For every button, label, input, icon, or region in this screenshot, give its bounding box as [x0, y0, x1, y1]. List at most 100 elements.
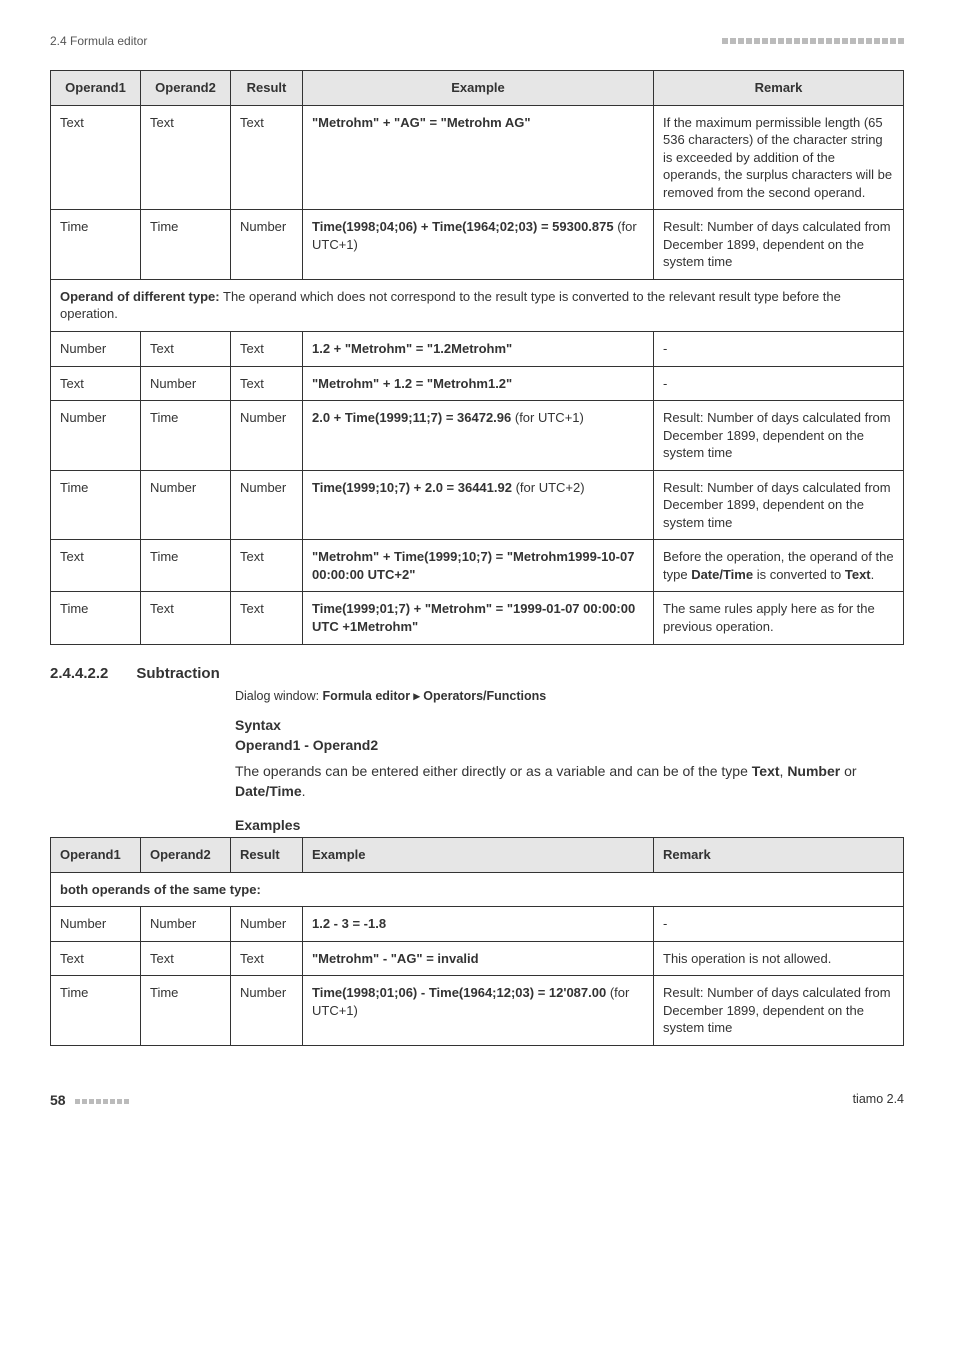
page-number: 58 — [50, 1092, 66, 1108]
cell-res: Number — [231, 907, 303, 942]
footer-dotrow — [75, 1099, 129, 1104]
table-row: TextTextText"Metrohm" + "AG" = "Metrohm … — [51, 105, 904, 210]
cell-remark: Before the operation, the operand of the… — [654, 540, 904, 592]
cell-op1: Time — [51, 470, 141, 540]
cell-op1: Time — [51, 592, 141, 644]
cell-res: Text — [231, 941, 303, 976]
operand-different-type-note: Operand of different type: The operand w… — [51, 279, 904, 331]
cell-res: Text — [231, 540, 303, 592]
footer-product: tiamo 2.4 — [853, 1092, 904, 1108]
operand-line: Operand1 - Operand2 — [235, 737, 904, 753]
col2-remark: Remark — [654, 838, 904, 873]
col-example: Example — [303, 71, 654, 106]
cell-op1: Text — [51, 540, 141, 592]
table-row: NumberTextText1.2 + "Metrohm" = "1.2Metr… — [51, 332, 904, 367]
dialog-bold: Formula editor ▸ Operators/Functions — [323, 689, 547, 703]
col2-result: Result — [231, 838, 303, 873]
cell-res: Text — [231, 332, 303, 367]
cell-res: Number — [231, 976, 303, 1046]
cell-op1: Number — [51, 907, 141, 942]
cell-res: Text — [231, 592, 303, 644]
footer-left: 58 — [50, 1092, 129, 1108]
col2-operand2: Operand2 — [141, 838, 231, 873]
cell-op1: Text — [51, 366, 141, 401]
cell-op2: Time — [141, 401, 231, 471]
cell-remark: - — [654, 366, 904, 401]
cell-res: Text — [231, 366, 303, 401]
table-row: TextNumberText"Metrohm" + 1.2 = "Metrohm… — [51, 366, 904, 401]
cell-op2: Time — [141, 540, 231, 592]
cell-remark: If the maximum permissible length (65 53… — [654, 105, 904, 210]
page-header: 2.4 Formula editor — [50, 34, 904, 48]
body-paragraph: The operands can be entered either direc… — [235, 761, 904, 802]
subtraction-tbody: NumberNumberNumber1.2 - 3 = -1.8-TextTex… — [51, 907, 904, 1046]
cell-example: "Metrohm" - "AG" = invalid — [303, 941, 654, 976]
col2-operand1: Operand1 — [51, 838, 141, 873]
cell-op2: Number — [141, 470, 231, 540]
cell-op2: Text — [141, 941, 231, 976]
table-row: TimeTextTextTime(1999;01;7) + "Metrohm" … — [51, 592, 904, 644]
table-row: TimeNumberNumberTime(1999;10;7) + 2.0 = … — [51, 470, 904, 540]
cell-res: Number — [231, 470, 303, 540]
col-operand2: Operand2 — [141, 71, 231, 106]
page-footer: 58 tiamo 2.4 — [50, 1092, 904, 1108]
cell-op2: Number — [141, 907, 231, 942]
table-row: TimeTimeNumberTime(1998;04;06) + Time(19… — [51, 210, 904, 280]
cell-res: Number — [231, 401, 303, 471]
cell-op1: Text — [51, 941, 141, 976]
cell-example: "Metrohm" + "AG" = "Metrohm AG" — [303, 105, 654, 210]
dialog-prefix: Dialog window: — [235, 689, 323, 703]
cell-op2: Time — [141, 976, 231, 1046]
addition-table: Operand1 Operand2 Result Example Remark … — [50, 70, 904, 645]
cell-remark: The same rules apply here as for the pre… — [654, 592, 904, 644]
cell-example: 1.2 - 3 = -1.8 — [303, 907, 654, 942]
cell-op2: Number — [141, 366, 231, 401]
cell-example: Time(1998;04;06) + Time(1964;02;03) = 59… — [303, 210, 654, 280]
both-operands-note: both operands of the same type: — [51, 872, 904, 907]
cell-example: Time(1999;10;7) + 2.0 = 36441.92 (for UT… — [303, 470, 654, 540]
table-row: TimeTimeNumberTime(1998;01;06) - Time(19… — [51, 976, 904, 1046]
cell-remark: Result: Number of days calculated from D… — [654, 401, 904, 471]
cell-example: 2.0 + Time(1999;11;7) = 36472.96 (for UT… — [303, 401, 654, 471]
cell-remark: This operation is not allowed. — [654, 941, 904, 976]
cell-res: Number — [231, 210, 303, 280]
cell-op2: Text — [141, 332, 231, 367]
cell-remark: Result: Number of days calculated from D… — [654, 210, 904, 280]
cell-remark: Result: Number of days calculated from D… — [654, 976, 904, 1046]
syntax-heading: Syntax — [235, 717, 904, 733]
cell-res: Text — [231, 105, 303, 210]
cell-example: "Metrohm" + Time(1999;10;7) = "Metrohm19… — [303, 540, 654, 592]
cell-remark: - — [654, 907, 904, 942]
table-row: TextTimeText"Metrohm" + Time(1999;10;7) … — [51, 540, 904, 592]
cell-op1: Number — [51, 401, 141, 471]
section-label: 2.4 Formula editor — [50, 34, 147, 48]
col-operand1: Operand1 — [51, 71, 141, 106]
cell-example: Time(1999;01;7) + "Metrohm" = "1999-01-0… — [303, 592, 654, 644]
cell-example: 1.2 + "Metrohm" = "1.2Metrohm" — [303, 332, 654, 367]
cell-example: "Metrohm" + 1.2 = "Metrohm1.2" — [303, 366, 654, 401]
cell-example: Time(1998;01;06) - Time(1964;12;03) = 12… — [303, 976, 654, 1046]
addition-tbody-1: TextTextText"Metrohm" + "AG" = "Metrohm … — [51, 105, 904, 279]
col-result: Result — [231, 71, 303, 106]
addition-tbody-2: NumberTextText1.2 + "Metrohm" = "1.2Metr… — [51, 332, 904, 645]
cell-op1: Time — [51, 210, 141, 280]
cell-op2: Time — [141, 210, 231, 280]
header-dotrow — [722, 38, 904, 44]
dialog-window-line: Dialog window: Formula editor ▸ Operator… — [235, 688, 904, 703]
examples-heading: Examples — [235, 817, 904, 833]
subtraction-table: Operand1 Operand2 Result Example Remark … — [50, 837, 904, 1046]
cell-op2: Text — [141, 105, 231, 210]
table-row: TextTextText"Metrohm" - "AG" = invalidTh… — [51, 941, 904, 976]
table-row: NumberNumberNumber1.2 - 3 = -1.8- — [51, 907, 904, 942]
cell-op1: Text — [51, 105, 141, 210]
cell-op1: Time — [51, 976, 141, 1046]
col-remark: Remark — [654, 71, 904, 106]
col2-example: Example — [303, 838, 654, 873]
section-number: 2.4.4.2.2 — [50, 665, 108, 682]
cell-op2: Text — [141, 592, 231, 644]
cell-remark: - — [654, 332, 904, 367]
section-title: Subtraction — [136, 665, 219, 682]
subtraction-heading: 2.4.4.2.2 Subtraction — [50, 665, 904, 682]
cell-op1: Number — [51, 332, 141, 367]
cell-remark: Result: Number of days calculated from D… — [654, 470, 904, 540]
